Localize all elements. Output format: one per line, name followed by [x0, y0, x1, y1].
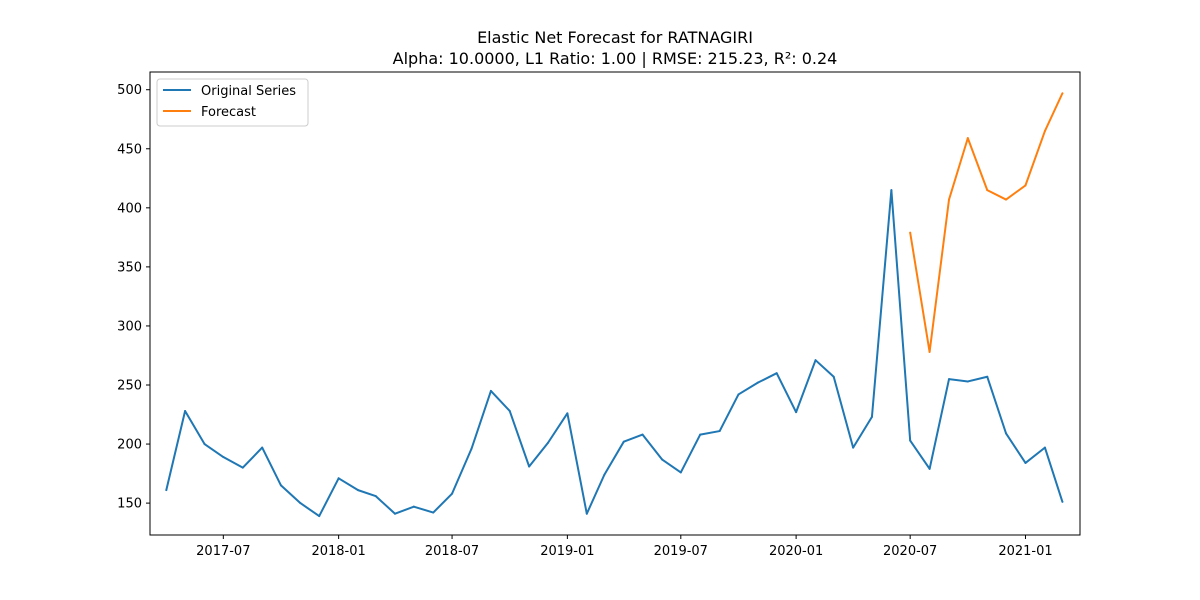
legend-label-original-series: Original Series: [201, 84, 296, 99]
data-point-original-series: [585, 512, 588, 515]
data-point-original-series: [184, 409, 187, 412]
data-point-original-series: [948, 378, 951, 381]
data-point-original-series: [241, 466, 244, 469]
data-point-original-series: [890, 189, 893, 192]
series-line-original-series: [165, 189, 1064, 518]
y-tick-label: 150: [117, 497, 142, 512]
data-point-original-series: [566, 412, 569, 415]
plot-area: [149, 71, 1081, 536]
x-tick-label: 2018-01: [311, 544, 365, 559]
data-point-original-series: [357, 489, 360, 492]
y-tick-label: 500: [117, 83, 142, 98]
legend-label-forecast: Forecast: [201, 105, 256, 120]
legend: Original Series Forecast: [156, 78, 309, 127]
data-point-original-series: [374, 495, 377, 498]
data-point-original-series: [966, 380, 969, 383]
tick-layer: 2017-07 2018-01 2018-07 2019-01 2019-07 2020-…: [117, 83, 1052, 559]
data-point-original-series: [1005, 432, 1008, 435]
data-point-original-series: [699, 433, 702, 436]
data-point-original-series: [756, 381, 759, 384]
y-tick-label: 450: [117, 142, 142, 157]
data-point-original-series: [775, 372, 778, 375]
data-point-original-series: [795, 411, 798, 414]
data-point-original-series: [318, 515, 321, 518]
data-point-original-series: [852, 446, 855, 449]
data-point-original-series: [279, 484, 282, 487]
y-tick-label: 400: [117, 201, 142, 216]
x-tick-label: 2017-07: [196, 544, 250, 559]
data-point-forecast: [948, 198, 951, 201]
y-tick-label: 350: [117, 260, 142, 275]
data-point-forecast: [1024, 184, 1027, 187]
data-point-original-series: [909, 439, 912, 442]
y-tick-label: 300: [117, 319, 142, 334]
x-tick-label: 2019-07: [654, 544, 708, 559]
data-point-original-series: [299, 502, 302, 505]
data-point-original-series: [165, 489, 168, 492]
data-point-original-series: [661, 458, 663, 461]
data-point-forecast: [986, 189, 989, 192]
data-point-forecast: [1043, 130, 1046, 133]
data-point-original-series: [508, 409, 511, 412]
legend-box: [156, 78, 309, 127]
data-point-original-series: [832, 375, 835, 378]
chart-title: Elastic Net Forecast for RATNAGIRI: [477, 28, 753, 47]
plot-frame: [149, 71, 1081, 536]
data-point-original-series: [451, 492, 454, 495]
data-point-original-series: [412, 505, 415, 508]
data-point-original-series: [641, 433, 644, 436]
data-point-original-series: [489, 389, 492, 392]
x-tick-label: 2020-07: [883, 544, 937, 559]
data-point-original-series: [203, 443, 206, 446]
data-point-forecast: [966, 137, 969, 140]
x-tick-label: 2019-01: [540, 544, 594, 559]
data-point-original-series: [222, 456, 225, 459]
data-point-original-series: [528, 465, 531, 468]
y-tick-label: 250: [117, 378, 142, 393]
data-point-forecast: [1061, 92, 1064, 95]
data-point-original-series: [1024, 461, 1027, 464]
data-point-original-series: [718, 430, 721, 433]
data-point-original-series: [928, 467, 931, 470]
data-point-original-series: [394, 512, 397, 515]
x-tick-label: 2021-01: [998, 544, 1052, 559]
data-point-original-series: [679, 471, 682, 474]
data-point-original-series: [603, 473, 606, 476]
y-tick-label: 200: [117, 438, 142, 453]
data-point-forecast: [1005, 198, 1008, 201]
data-point-original-series: [1043, 446, 1046, 449]
data-point-original-series: [470, 447, 473, 450]
data-point-original-series: [432, 511, 435, 514]
series-line-forecast: [909, 92, 1064, 353]
data-point-original-series: [986, 375, 989, 378]
chart-subtitle: Alpha: 10.0000, L1 Ratio: 1.00 | RMSE: 2…: [393, 49, 838, 68]
data-point-original-series: [337, 477, 340, 480]
data-point-forecast: [909, 231, 912, 234]
x-tick-label: 2020-01: [769, 544, 823, 559]
data-point-original-series: [737, 393, 740, 396]
data-point-original-series: [546, 441, 549, 444]
data-point-original-series: [622, 440, 625, 443]
data-point-forecast: [928, 350, 931, 353]
data-point-original-series: [870, 415, 873, 418]
series-layer: [165, 92, 1064, 518]
data-point-original-series: [1061, 500, 1064, 503]
x-tick-label: 2018-07: [425, 544, 479, 559]
data-point-original-series: [261, 446, 264, 449]
data-point-original-series: [814, 359, 817, 362]
